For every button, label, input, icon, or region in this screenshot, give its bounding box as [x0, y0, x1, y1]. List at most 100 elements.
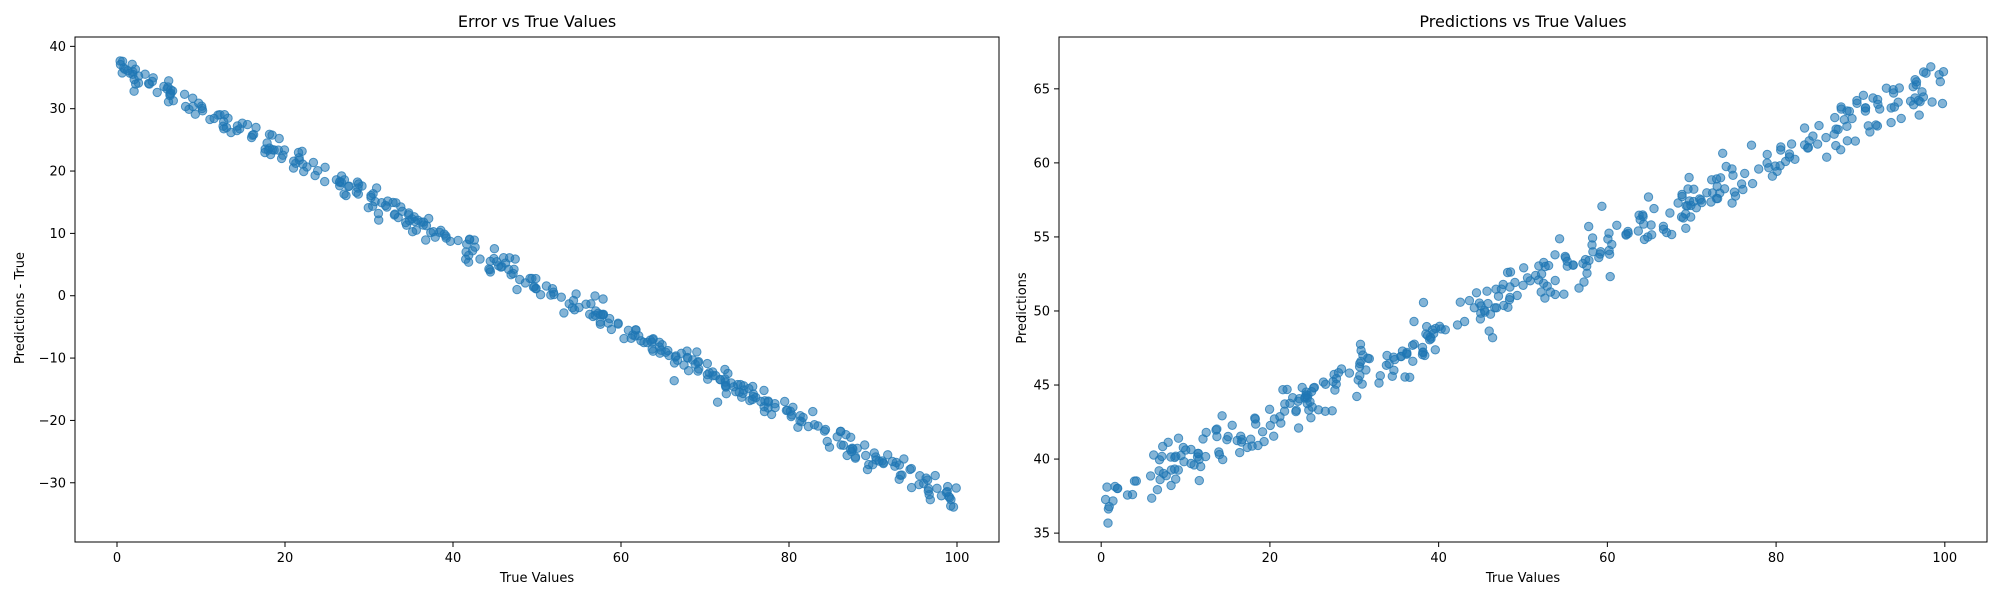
scatter-point: [1518, 280, 1528, 290]
scatter-point: [1658, 224, 1669, 235]
scatter-point: [288, 163, 299, 173]
chart-panel-predictions: Predictions vs True Values True Values P…: [1015, 12, 1988, 586]
scatter-point: [682, 346, 692, 356]
scatter-point: [1330, 385, 1340, 395]
scatter-point: [692, 347, 702, 357]
scatter-point: [626, 333, 636, 343]
scatter-point: [1886, 103, 1896, 113]
scatter-point: [798, 412, 808, 423]
scatter-point: [647, 337, 657, 347]
scatter-point: [1831, 140, 1841, 151]
scatter-point: [1550, 289, 1560, 300]
scatter-point: [1937, 98, 1948, 109]
scatter-point: [1691, 203, 1702, 213]
scatter-point: [702, 358, 712, 369]
scatter-point: [1222, 435, 1232, 445]
scatter-point: [1344, 368, 1355, 378]
scatter-point: [1355, 370, 1365, 381]
scatter-point: [1355, 339, 1366, 349]
scatter-point: [704, 368, 714, 378]
scatter-point: [548, 287, 559, 297]
scatter-point: [1100, 494, 1111, 505]
scatter-point: [1166, 480, 1176, 491]
scatter-point: [1740, 168, 1750, 179]
x-tick-label: 80: [1768, 551, 1785, 566]
scatter-point: [1390, 354, 1400, 365]
x-tick-label: 100: [1932, 551, 1957, 566]
x-tick-label: 80: [781, 551, 798, 566]
scatter-point: [1754, 164, 1764, 174]
axis-ticks: 0 20 40 60 80 100 −30 −20 −10 0 10 20 30 40: [39, 40, 970, 566]
scatter-point: [899, 454, 909, 464]
scatter-point: [1554, 234, 1565, 244]
y-tick-label: 10: [49, 227, 66, 242]
scatter-point: [1830, 112, 1840, 123]
scatter-point: [1605, 271, 1615, 282]
scatter-point: [1638, 210, 1648, 220]
scatter-point: [1525, 276, 1535, 286]
x-tick-label: 0: [113, 551, 121, 566]
scatter-point: [421, 235, 431, 245]
scatter-point: [1179, 457, 1189, 467]
x-axis-label: True Values: [1485, 571, 1560, 586]
y-tick-label: 40: [49, 40, 66, 55]
scatter-point: [915, 471, 925, 481]
scatter-point: [1681, 223, 1691, 234]
scatter-point: [1374, 378, 1384, 388]
scatter-point: [226, 127, 236, 138]
scatter-point: [462, 239, 472, 249]
scatter-point: [780, 396, 790, 407]
scatter-point: [1291, 405, 1302, 415]
scatter-point: [848, 444, 858, 454]
scatter-point: [1875, 104, 1885, 114]
scatter-point: [1597, 201, 1607, 212]
scatter-point: [1186, 444, 1196, 455]
scatter-point: [932, 483, 942, 493]
y-tick-label: 55: [1033, 230, 1050, 245]
scatter-point: [1559, 289, 1569, 299]
chart-title: Error vs True Values: [458, 12, 616, 31]
scatter-point: [294, 155, 304, 165]
scatter-point: [1721, 161, 1731, 172]
scatter-point: [556, 292, 566, 302]
scatter-point: [1418, 347, 1428, 358]
scatter-point: [735, 379, 746, 390]
scatter-point: [1578, 258, 1588, 269]
scatter-point: [1320, 379, 1331, 389]
scatter-point: [1196, 461, 1206, 472]
scatter-point: [1560, 251, 1570, 262]
scatter-point: [1821, 132, 1831, 143]
scatter-point: [1665, 208, 1675, 218]
scatter-point: [453, 235, 463, 246]
scatter-point: [1917, 87, 1927, 97]
scatter-point: [841, 430, 851, 440]
scatter-point: [720, 364, 730, 375]
y-tick-label: 60: [1033, 156, 1050, 171]
scatter-point: [1612, 220, 1622, 231]
scatter-point: [1436, 324, 1446, 334]
scatter-point: [1604, 228, 1614, 238]
scatter-point: [906, 482, 917, 493]
scatter-point: [1786, 139, 1797, 149]
scatter-point: [1333, 368, 1344, 378]
scatter-point: [1784, 149, 1795, 159]
scatter-point: [1264, 404, 1275, 414]
scatter-point: [497, 262, 507, 272]
scatter-point: [836, 440, 846, 450]
y-axis-label: Predictions - True: [13, 252, 28, 364]
scatter-point: [1762, 149, 1772, 160]
scatter-point: [1621, 229, 1631, 239]
scatter-point: [1194, 475, 1205, 486]
scatter-point: [1604, 249, 1615, 259]
x-tick-label: 100: [945, 551, 970, 566]
scatter-point: [1482, 286, 1492, 296]
scatter-point: [808, 406, 818, 417]
scatter-point: [1145, 471, 1156, 481]
scatter-point: [1154, 455, 1165, 465]
scatter-point: [930, 470, 940, 481]
scatter-point: [1278, 385, 1288, 395]
scatter-point: [559, 308, 569, 318]
scatter-point: [864, 459, 874, 470]
scatter-point: [1293, 423, 1304, 433]
plot-frame: [1058, 36, 1988, 543]
